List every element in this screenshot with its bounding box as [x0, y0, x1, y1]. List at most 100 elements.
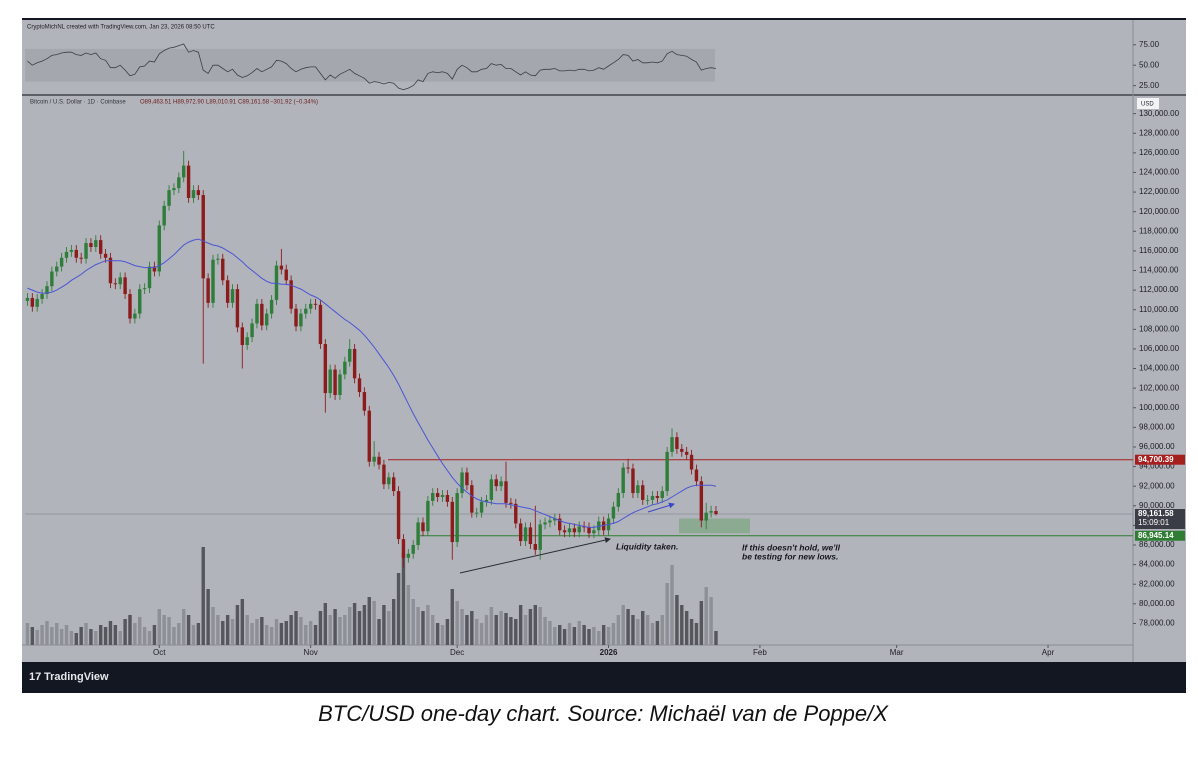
candle-body	[255, 303, 259, 324]
volume-bar	[113, 625, 118, 645]
volume-bar	[40, 625, 44, 645]
volume-bar	[152, 625, 157, 645]
x-tick-label: Apr	[1042, 648, 1055, 657]
candle-body	[50, 271, 54, 287]
candle-body	[504, 481, 508, 503]
volume-bar	[274, 619, 279, 645]
candle-body	[548, 520, 552, 523]
volume-bar	[294, 611, 298, 645]
volume-bar	[670, 565, 674, 645]
candle-body	[543, 522, 547, 525]
candle-body	[684, 451, 689, 455]
candle-body	[240, 327, 245, 346]
volume-bar	[553, 627, 557, 645]
volume-bar	[636, 619, 640, 645]
x-tick-label: Mar	[890, 648, 904, 657]
candle-body	[147, 266, 152, 289]
candle-body	[714, 511, 718, 515]
volume-bar	[431, 615, 435, 645]
candle-body	[440, 495, 445, 497]
candle-body	[123, 277, 127, 295]
brand: TradingView	[44, 671, 109, 683]
volume-bar	[704, 587, 708, 645]
y-tick-label: 116,000.00	[1139, 246, 1179, 255]
volume-bar	[191, 625, 196, 645]
candle-body	[641, 485, 645, 500]
y-tick-label: 80,000.00	[1139, 599, 1175, 608]
volume-bar	[416, 607, 420, 645]
volume-bar	[55, 623, 59, 645]
volume-bar	[474, 619, 479, 645]
candle-body	[25, 297, 30, 301]
y-tick-label: 86,000.00	[1139, 540, 1175, 549]
volume-bar	[572, 627, 577, 645]
candle-body	[245, 337, 249, 346]
volume-bar	[558, 625, 562, 645]
volume-bar	[206, 589, 210, 645]
volume-bar	[562, 629, 567, 645]
candle-body	[416, 522, 420, 546]
candle-body	[162, 205, 166, 226]
candle-body	[201, 195, 205, 279]
volume-bar	[577, 621, 581, 645]
volume-bar	[221, 621, 225, 645]
candle-body	[260, 303, 264, 326]
candle-body	[562, 530, 567, 533]
volume-bar	[269, 627, 274, 645]
candle-body	[186, 165, 191, 198]
candle-body	[396, 491, 401, 540]
ohlc-open: O89,463.51	[140, 100, 172, 106]
volume-bar	[201, 547, 205, 645]
candle-body	[587, 527, 591, 534]
volume-bar	[509, 617, 513, 645]
volume-bar	[367, 597, 371, 645]
candle-body	[328, 369, 332, 394]
candle-body	[157, 225, 161, 272]
candle-body	[387, 477, 391, 485]
volume-bar	[284, 621, 288, 645]
candle-body	[406, 553, 411, 558]
volume-bar	[514, 619, 518, 645]
volume-bar	[225, 615, 230, 645]
candle-body	[382, 464, 386, 485]
candle-body	[421, 522, 425, 532]
volume-bar	[348, 607, 352, 645]
volume-bar	[30, 627, 35, 645]
candle-body	[333, 369, 337, 396]
volume-bar	[680, 605, 684, 645]
candle-body	[689, 454, 694, 470]
y-tick-label: 130,000.00	[1139, 109, 1180, 118]
volume-bar	[650, 623, 655, 645]
candle-body	[138, 289, 142, 314]
y-tick-label: 78,000.00	[1139, 619, 1175, 628]
volume-bar	[25, 623, 30, 645]
candle-body	[645, 499, 650, 501]
rsi-line	[27, 43, 717, 91]
volume-bar	[391, 599, 396, 645]
volume-bar	[138, 617, 142, 645]
annotation: Liquidity taken.	[616, 541, 678, 551]
candle-body	[518, 523, 523, 542]
x-tick-label: 2026	[600, 648, 618, 657]
volume-bar	[147, 631, 152, 645]
volume-bar	[450, 589, 454, 645]
y-tick-label: 84,000.00	[1139, 560, 1175, 569]
caption: BTC/USD one-day chart. Source: Michaël v…	[318, 701, 889, 726]
candle-body	[152, 266, 157, 272]
volume-bar	[616, 615, 621, 645]
candle-body	[650, 495, 655, 500]
rsi-tick-label: 50.00	[1139, 60, 1160, 69]
candle-body	[694, 469, 699, 482]
candle-body	[592, 530, 596, 534]
candle-body	[597, 521, 601, 531]
moving-average	[27, 238, 717, 528]
annotation-arrow	[459, 537, 611, 574]
candle-body	[250, 323, 254, 338]
candle-body	[460, 472, 464, 494]
candle-body	[411, 545, 415, 554]
volume-bar	[499, 611, 503, 645]
candle-body	[474, 512, 479, 514]
candle-body	[699, 481, 704, 521]
y-tick-label: 82,000.00	[1139, 579, 1175, 588]
volume-bar	[426, 605, 430, 645]
